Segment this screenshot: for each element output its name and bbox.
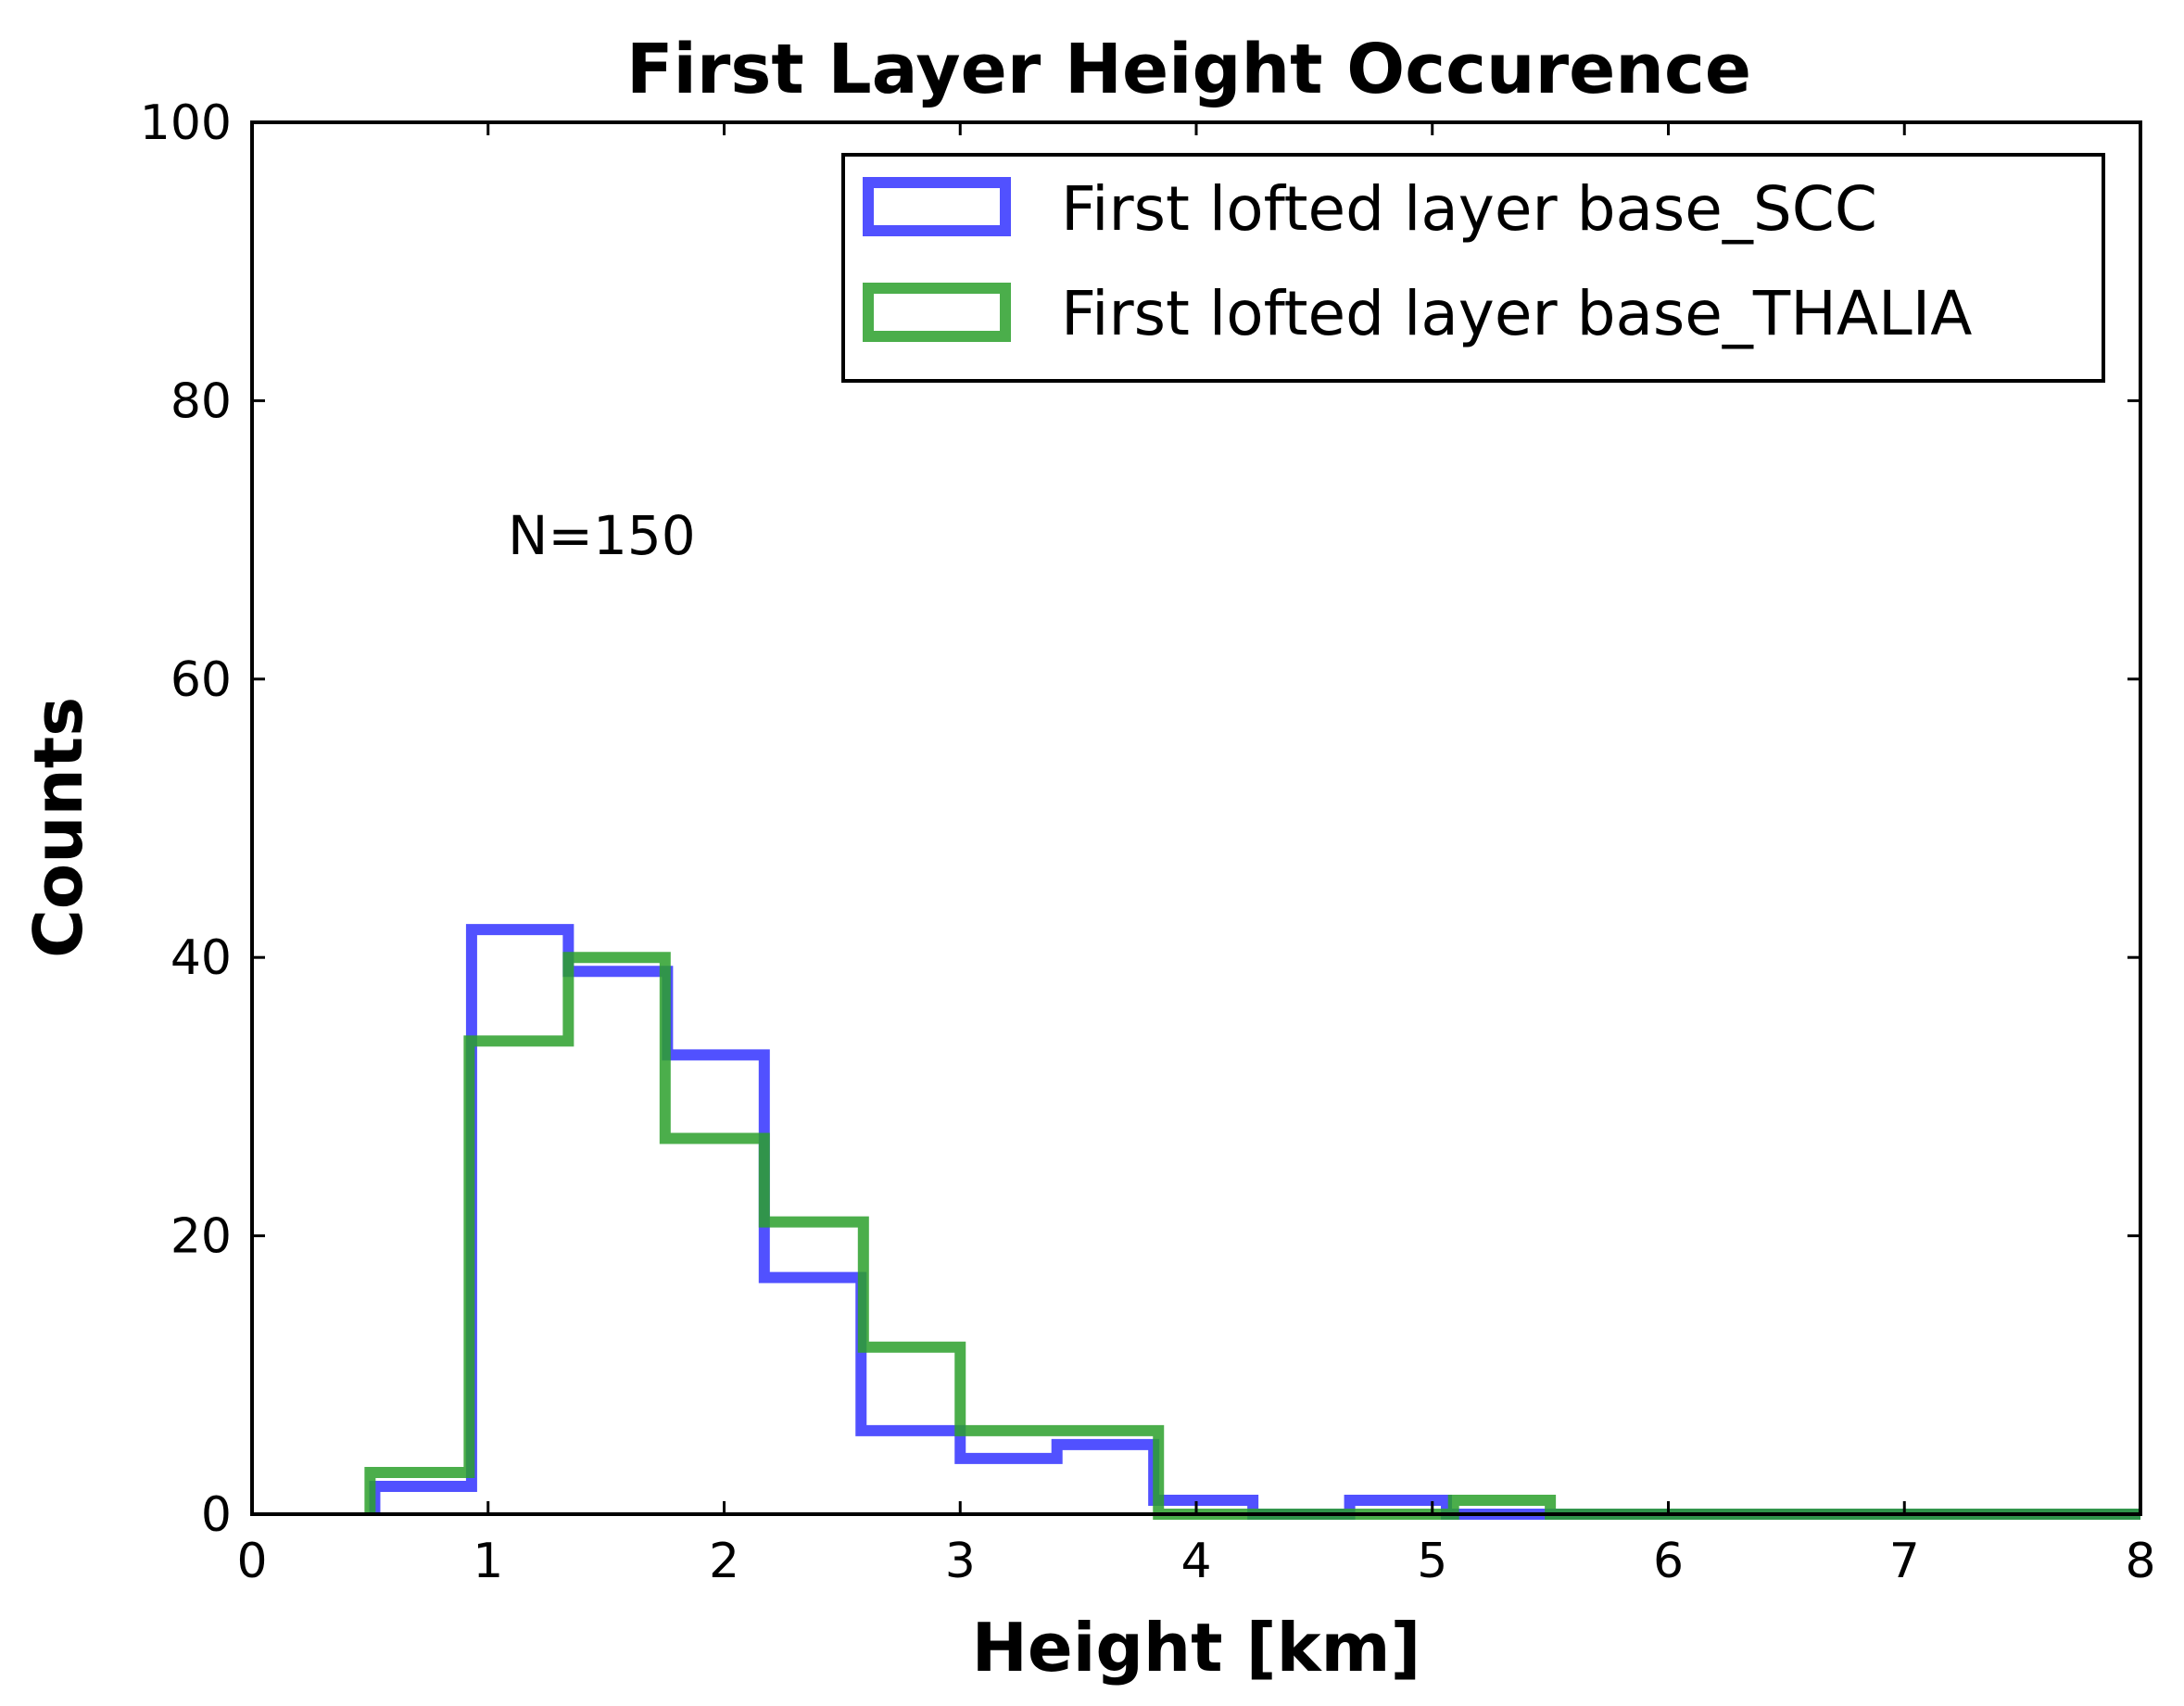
y-ticks: 0 20 40 60 80 100 xyxy=(140,95,2140,1543)
x-tick-label: 2 xyxy=(709,1534,739,1589)
x-axis-label: Height [km] xyxy=(972,1609,1421,1687)
legend-label-scc: First lofted layer base_SCC xyxy=(1061,173,1877,245)
x-tick-label: 5 xyxy=(1417,1534,1447,1589)
y-tick-label: 0 xyxy=(201,1487,232,1543)
legend-swatch-scc xyxy=(863,177,1011,236)
y-tick-label: 100 xyxy=(140,95,232,151)
legend-box xyxy=(841,153,2105,383)
x-tick-label: 3 xyxy=(945,1534,976,1589)
x-tick-label: 8 xyxy=(2125,1534,2155,1589)
legend-swatch-thalia xyxy=(863,283,1011,342)
legend: First lofted layer base_SCC First lofted… xyxy=(841,153,2105,383)
x-tick-label: 6 xyxy=(1653,1534,1684,1589)
y-tick-label: 60 xyxy=(170,652,232,708)
x-ticks: 0 1 2 3 4 5 6 7 8 xyxy=(236,122,2156,1589)
x-tick-label: 0 xyxy=(236,1534,267,1589)
series-layer xyxy=(364,924,2140,1520)
legend-label-thalia: First lofted layer base_THALIA xyxy=(1061,278,1972,349)
x-tick-label: 7 xyxy=(1889,1534,1920,1589)
x-tick-label: 4 xyxy=(1180,1534,1211,1589)
y-tick-label: 40 xyxy=(170,930,232,986)
series-outline-0 xyxy=(369,924,2140,1520)
y-axis-label: Counts xyxy=(19,697,97,958)
y-tick-label: 80 xyxy=(170,373,232,429)
x-tick-label: 1 xyxy=(473,1534,503,1589)
y-tick-label: 20 xyxy=(170,1209,232,1265)
sample-size-annotation: N=150 xyxy=(508,504,696,567)
chart-title: First Layer Height Occurence xyxy=(626,30,1751,109)
series-outline-1 xyxy=(364,952,2140,1520)
